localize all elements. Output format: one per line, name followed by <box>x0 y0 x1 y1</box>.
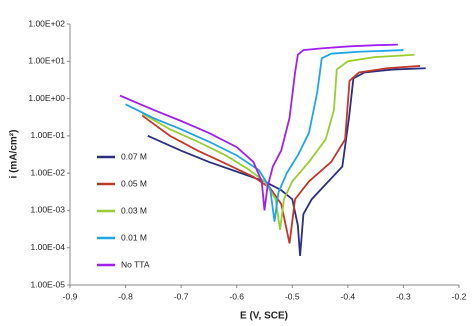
y-tick-label: 1.00E-03 <box>31 205 66 215</box>
series-line <box>147 67 426 257</box>
series-line <box>119 43 398 211</box>
y-tick-label: 1.00E-02 <box>31 167 66 177</box>
x-tick-label: -0.3 <box>396 291 411 301</box>
y-tick-label: 1.00E+02 <box>28 18 65 28</box>
x-tick-label: -0.4 <box>341 291 356 301</box>
series-line <box>141 53 415 231</box>
x-tick-label: -0.9 <box>63 291 78 301</box>
y-tick-label: 1.00E-04 <box>31 242 66 252</box>
x-tick-label: -0.8 <box>118 291 133 301</box>
series-line <box>141 65 421 244</box>
y-tick-label: 1.00E-01 <box>31 130 66 140</box>
x-tick-label: -0.5 <box>285 291 300 301</box>
x-tick-label: -0.7 <box>174 291 189 301</box>
legend-label: 0.07 M <box>121 151 147 161</box>
legend-label: No TTA <box>121 259 150 269</box>
series-line <box>125 49 404 222</box>
legend-label: 0.03 M <box>121 205 147 215</box>
x-axis-label: E (V, SCE) <box>240 311 288 322</box>
legend-label: 0.05 M <box>121 178 147 188</box>
y-tick-label: 1.00E-05 <box>31 279 66 289</box>
y-axis-label: i (mA/cm²) <box>9 130 20 179</box>
x-tick-label: -0.6 <box>229 291 244 301</box>
y-tick-label: 1.00E+00 <box>28 93 65 103</box>
y-tick-label: 1.00E+01 <box>28 56 65 66</box>
legend-label: 0.01 M <box>121 232 147 242</box>
x-tick-label: -0.2 <box>452 291 467 301</box>
